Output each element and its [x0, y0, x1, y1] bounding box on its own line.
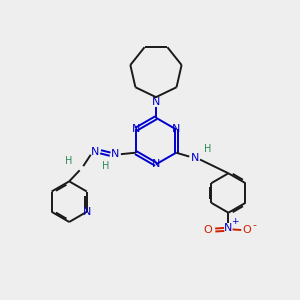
Text: N: N — [111, 149, 120, 159]
Text: N: N — [172, 124, 180, 134]
Text: H: H — [64, 156, 72, 166]
Text: N: N — [224, 223, 232, 232]
Text: H: H — [102, 160, 109, 170]
Text: N: N — [152, 159, 160, 169]
Text: N: N — [190, 153, 199, 163]
Text: N: N — [132, 124, 140, 134]
Text: -: - — [253, 220, 257, 230]
Text: O: O — [242, 225, 251, 235]
Text: N: N — [91, 147, 99, 157]
Text: N: N — [83, 207, 92, 217]
Text: O: O — [203, 225, 212, 235]
Text: +: + — [231, 217, 238, 226]
Text: H: H — [203, 144, 211, 154]
Text: N: N — [152, 97, 160, 107]
